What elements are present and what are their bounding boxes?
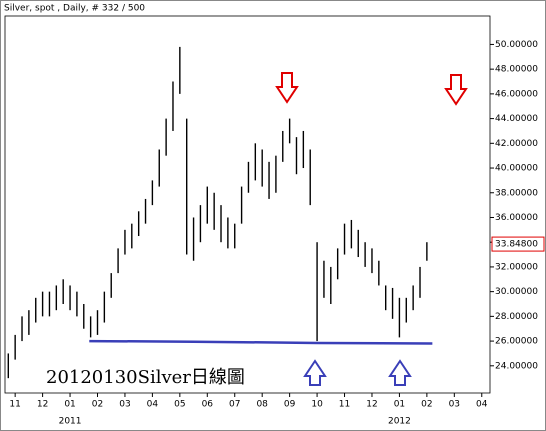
x-tick-label: 02: [421, 400, 432, 410]
y-tick-label: 42.00000: [495, 139, 538, 149]
annotation: 20120130Silver日線圖: [46, 367, 245, 388]
last-price-label: 33.84800: [495, 240, 538, 250]
last-price-box: [491, 236, 545, 252]
x-tick-label: 11: [339, 400, 350, 410]
x-tick-label: 12: [366, 400, 377, 410]
down-arrow: [275, 72, 468, 106]
y-tick-label: 40.00000: [495, 164, 538, 174]
year-label: 2011: [59, 417, 82, 427]
x-tick-label: 03: [449, 400, 460, 410]
y-tick-label: 32.00000: [495, 262, 538, 272]
x-tick-label: 02: [92, 400, 103, 410]
y-tick-label: 44.00000: [495, 114, 538, 124]
x-tick-label: 06: [202, 400, 214, 410]
x-tick-label: 09: [284, 400, 296, 410]
x-tick-label: 10: [311, 400, 323, 410]
x-tick-label: 11: [9, 400, 20, 410]
x-tick-label: 03: [119, 400, 130, 410]
y-tick-label: 38.00000: [495, 188, 538, 198]
y-tick-label: 46.00000: [495, 89, 538, 99]
x-tick-label: 01: [64, 400, 75, 410]
up-arrow: [303, 359, 412, 386]
y-tick-label: 50.00000: [495, 40, 538, 50]
x-tick-label: 07: [229, 400, 240, 410]
x-tick-label: 04: [476, 400, 488, 410]
x-tick-label: 04: [147, 400, 159, 410]
y-tick-label: 28.00000: [495, 312, 538, 322]
plot-area: [4, 15, 491, 394]
x-tick-label: 12: [37, 400, 48, 410]
y-tick-label: 48.00000: [495, 65, 538, 75]
y-tick-label: 26.00000: [495, 337, 538, 347]
y-tick-label: 36.00000: [495, 213, 538, 223]
x-tick-label: 05: [174, 400, 185, 410]
x-tick-label: 01: [394, 400, 405, 410]
year-label: 2012: [388, 417, 411, 427]
chart-title: Silver, spot , Daily, # 332 / 500: [4, 4, 145, 14]
support-line: [89, 339, 433, 345]
y-tick-label: 24.00000: [495, 361, 538, 371]
y-tick-label: 30.00000: [495, 287, 538, 297]
x-tick-label: 08: [256, 400, 268, 410]
